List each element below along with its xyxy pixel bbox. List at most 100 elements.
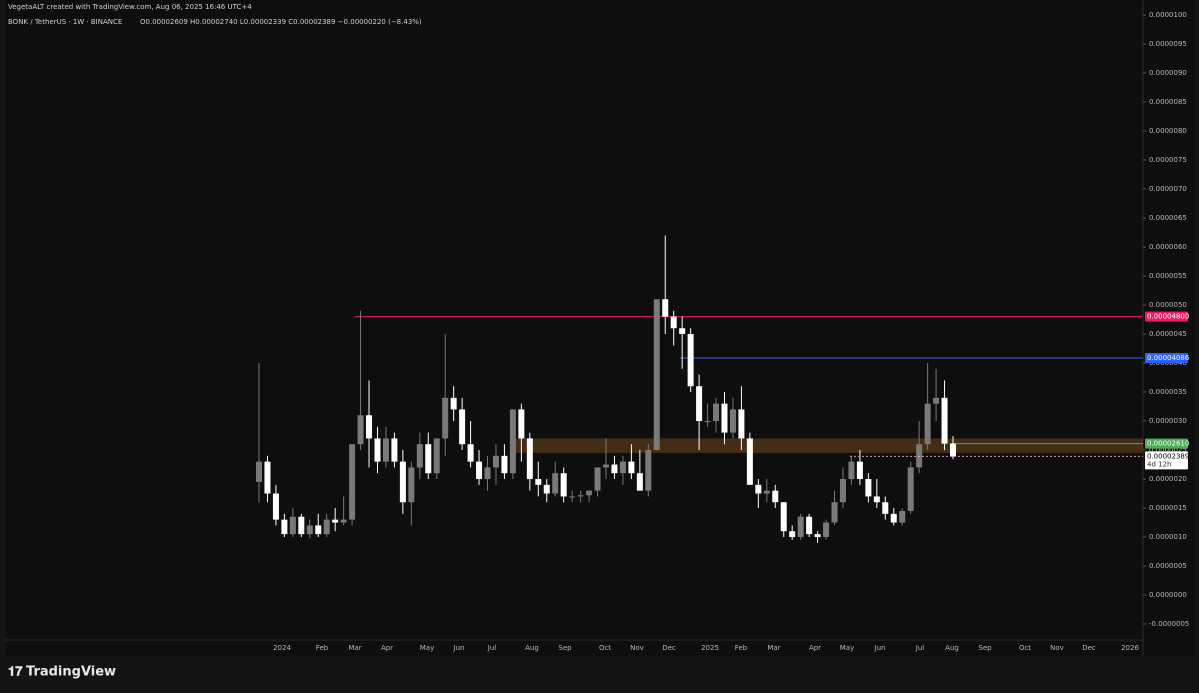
candle-body (924, 403, 931, 445)
candle-body (298, 516, 305, 535)
x-tick-label: 2024 (273, 644, 291, 652)
y-tick-label: 0.0000060 (1149, 243, 1187, 251)
candle-body (416, 444, 423, 468)
candle-body (823, 522, 830, 538)
candle-body (552, 473, 559, 494)
candle-body (526, 438, 533, 480)
y-tick-label: 0.0000030 (1149, 417, 1187, 425)
price-tag-label: 0.00004800 (1147, 313, 1189, 321)
candle-body (492, 455, 499, 468)
candle-body (391, 438, 398, 462)
candle-body (797, 516, 804, 538)
y-tick-label: 0.0000100 (1149, 11, 1187, 19)
x-tick-label: Sep (558, 644, 572, 652)
y-tick-label: 0.0000010 (1149, 533, 1187, 541)
candle-body (332, 519, 339, 523)
candle-body (467, 444, 474, 462)
y-tick-label: 0.0000095 (1149, 40, 1187, 48)
candle-body (603, 464, 609, 468)
candle-body (679, 328, 686, 335)
y-tick-label: 0.0000055 (1149, 272, 1187, 280)
candle-body (755, 484, 762, 494)
candle-body (349, 444, 356, 520)
zone (513, 438, 1143, 453)
candle-body (382, 438, 389, 462)
price-tag-label: 0.00002610 (1147, 440, 1189, 448)
x-tick-label: Jul (915, 644, 925, 652)
candle-body (442, 397, 449, 439)
x-tick-label: Apr (809, 644, 821, 652)
candle-body (594, 467, 601, 491)
symbol: BONK / TetherUS · 1W · BINANCE (8, 18, 122, 26)
price-tag (1145, 311, 1188, 322)
price-tag (1145, 438, 1188, 449)
candle-body (501, 455, 508, 474)
logo-mark: 𝟏𝟕 (8, 665, 23, 680)
x-tick-label: Sep (978, 644, 992, 652)
x-tick-label: Apr (381, 644, 393, 652)
y-tick-label: 0.0000025 (1149, 446, 1187, 454)
candle-body (670, 316, 677, 329)
y-tick-label: 0.0000020 (1149, 475, 1187, 483)
x-tick-label: Jun (453, 644, 465, 652)
x-tick-label: 2026 (1121, 644, 1139, 652)
candle-body (704, 421, 711, 423)
countdown: 4d 12h (1147, 460, 1171, 468)
plot-bg (5, 0, 1195, 656)
price-tag-label: 0.00002389 (1147, 452, 1189, 460)
x-tick-label: Nov (630, 644, 644, 652)
y-tick-label: 0.0000085 (1149, 98, 1187, 106)
candle-body (865, 479, 872, 497)
x-tick-label: May (420, 644, 434, 652)
y-tick-label: 0.0000045 (1149, 330, 1187, 338)
price-tag (1145, 353, 1188, 364)
candle-body (560, 473, 567, 497)
candle-body (476, 461, 483, 480)
candle-body (721, 403, 728, 433)
y-tick-label: 0.0000090 (1149, 69, 1187, 77)
candle-body (831, 502, 838, 523)
candle-body (789, 531, 796, 538)
candle-body (662, 299, 669, 317)
candle-body (450, 397, 457, 410)
candle-body (281, 519, 288, 535)
y-tick-label: -0.0000005 (1149, 620, 1189, 628)
candle-body (907, 467, 914, 511)
y-tick-label: 0.0000065 (1149, 214, 1187, 222)
x-tick-label: Aug (525, 644, 539, 652)
candle-body (323, 519, 330, 535)
candle-body (814, 534, 821, 538)
candle-body (408, 467, 415, 503)
y-tick-label: 0.0000015 (1149, 504, 1187, 512)
candle-body (484, 467, 491, 480)
y-tick-label: 0.0000050 (1149, 301, 1187, 309)
y-tick-label: 0.0000035 (1149, 388, 1187, 396)
x-tick-label: Mar (767, 644, 780, 652)
x-tick-label: Dec (662, 644, 676, 652)
candle-body (425, 444, 432, 474)
candle-body (509, 409, 516, 474)
candle-body (696, 386, 703, 422)
candle-body (713, 403, 720, 422)
ohlc: O0.00002609 H0.00002740 L0.00002339 C0.0… (140, 18, 422, 26)
candle-body (619, 461, 626, 474)
candle-body (433, 438, 440, 474)
y-tick-label: 0.0000000 (1149, 591, 1187, 599)
candle-body (772, 490, 779, 503)
candle-body (890, 513, 897, 523)
candle-body (577, 495, 584, 497)
candle-body (738, 409, 745, 439)
candle-body (264, 461, 271, 494)
x-tick-label: Oct (1019, 644, 1031, 652)
y-tick-label: 0.0000075 (1149, 156, 1187, 164)
candle-body (628, 461, 635, 474)
candle-body (780, 502, 787, 532)
price-tag (1145, 451, 1188, 470)
candle-body (289, 516, 296, 535)
candle-body (933, 397, 940, 404)
x-tick-label: Jul (487, 644, 497, 652)
candle-body (399, 461, 406, 503)
x-tick-label: Oct (599, 644, 611, 652)
brand: TradingView (26, 665, 116, 680)
